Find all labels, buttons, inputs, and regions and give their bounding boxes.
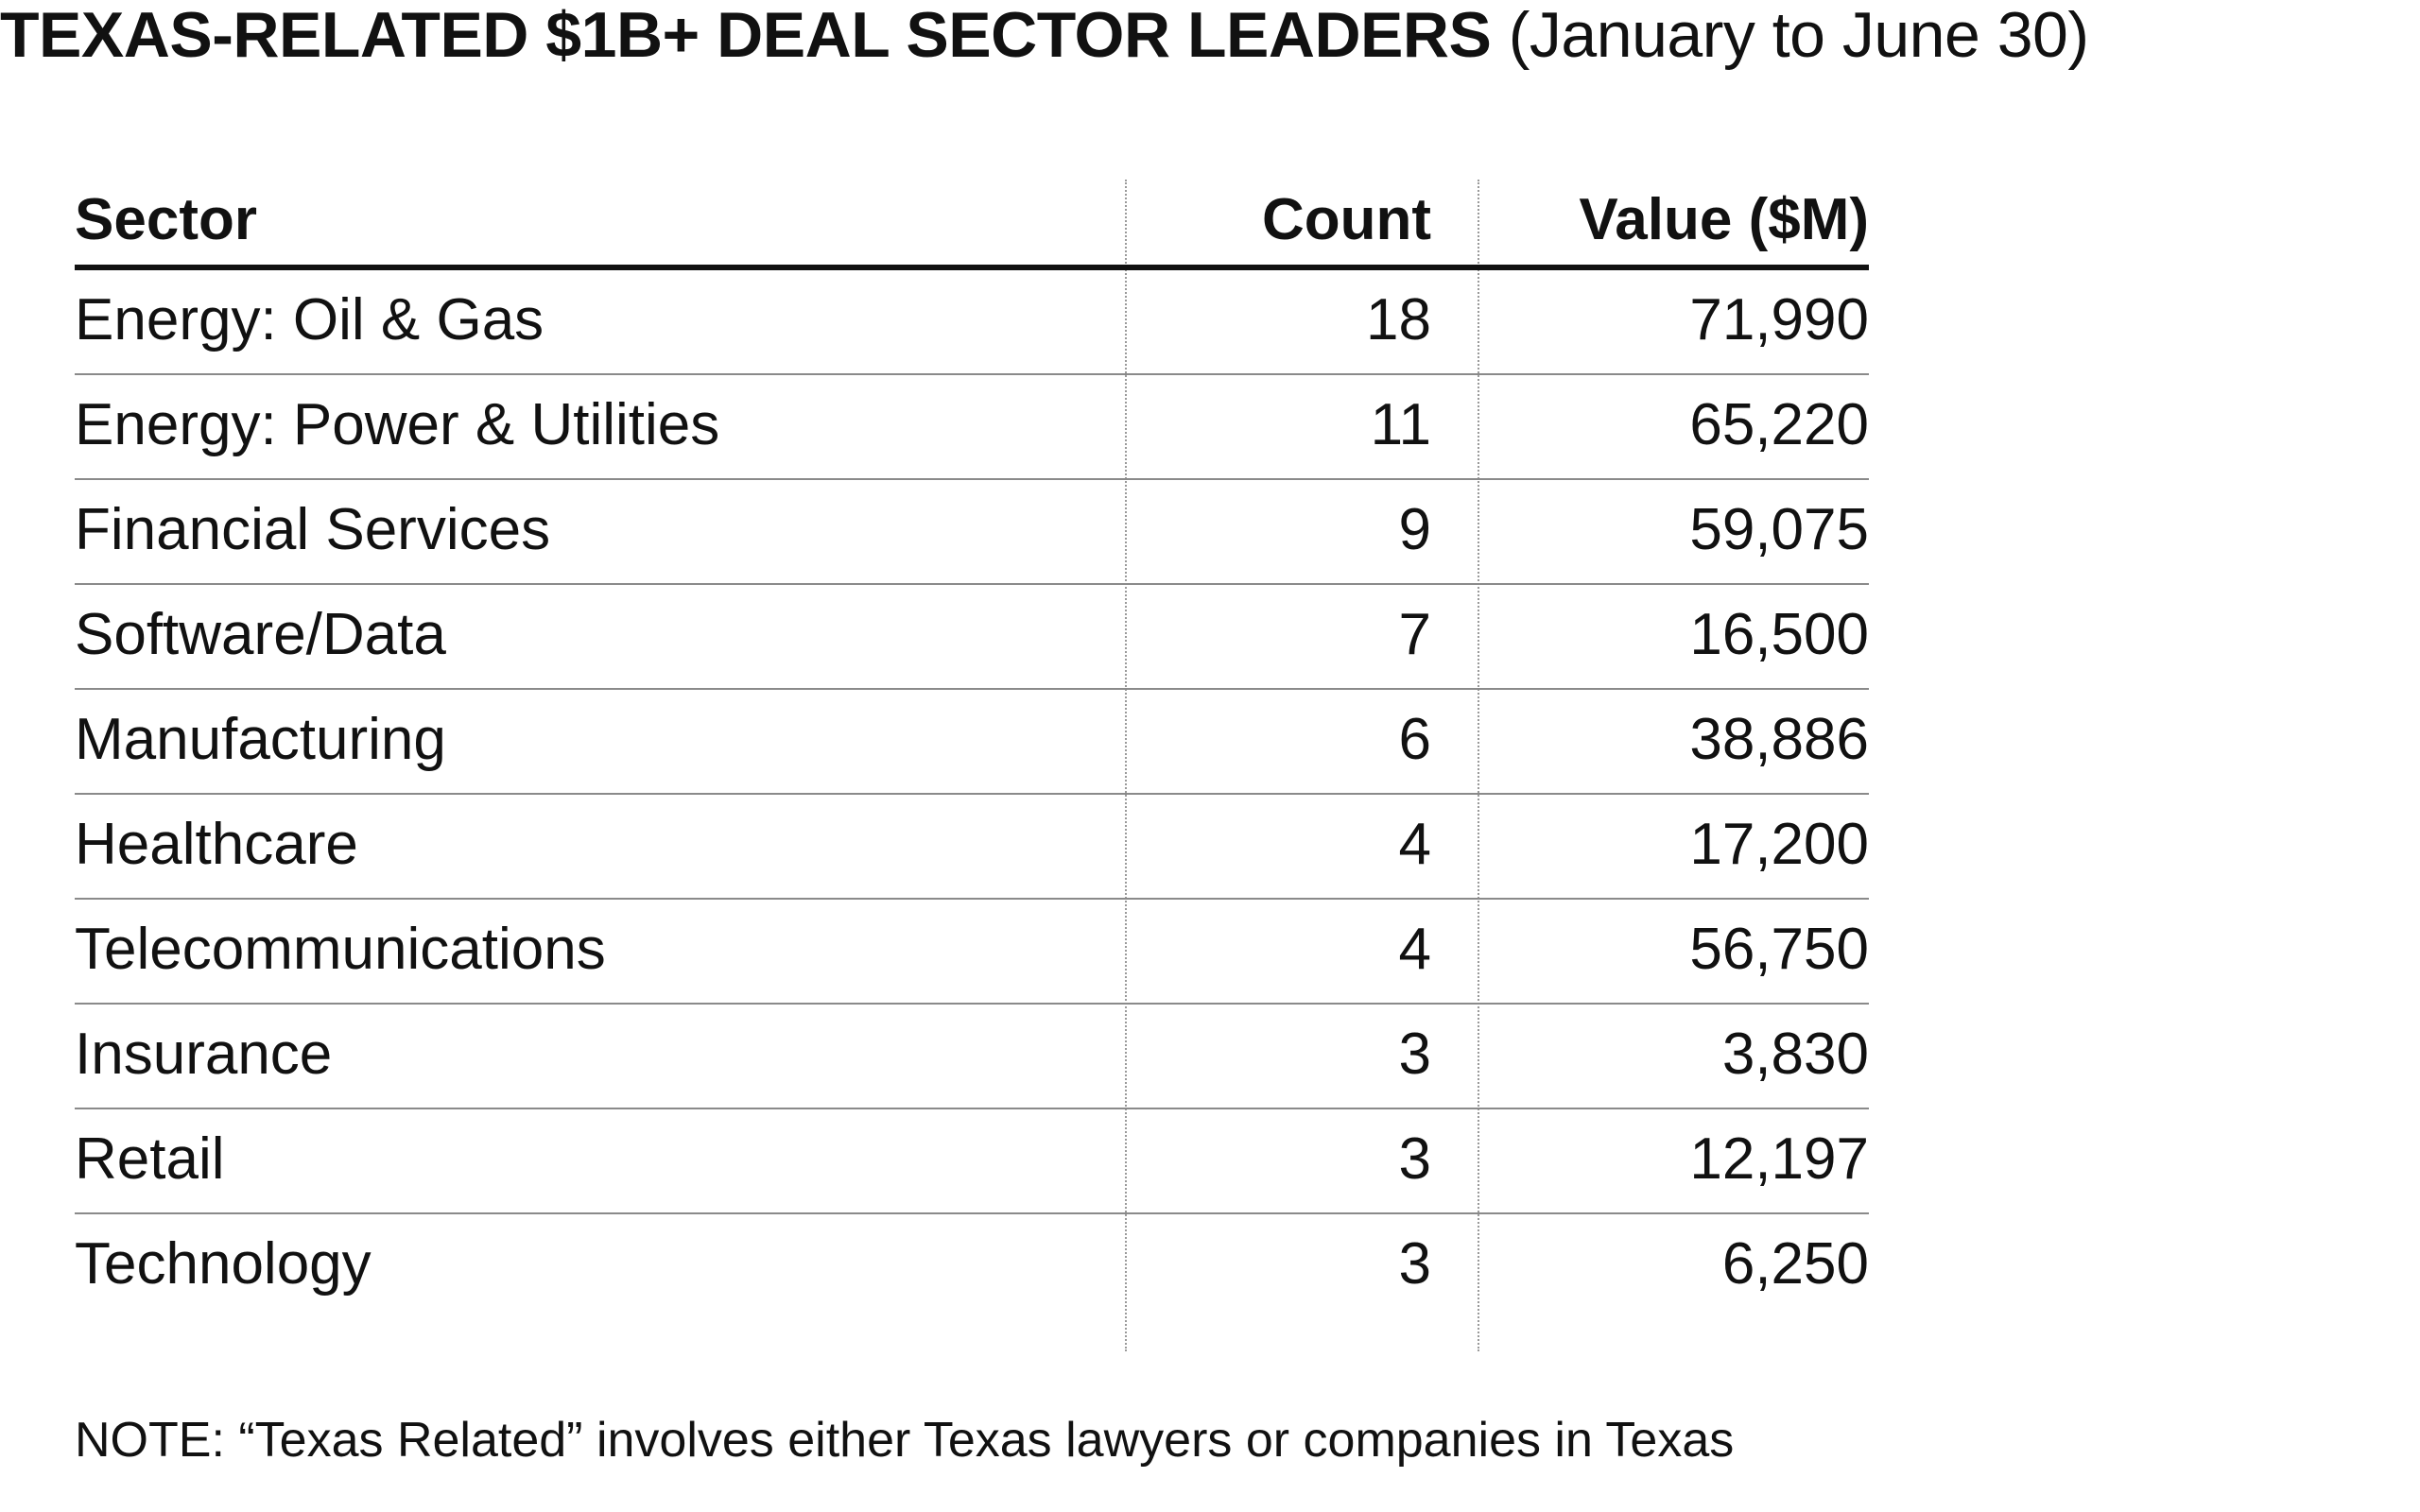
- table-row: Manufacturing 6 38,886: [75, 690, 1869, 795]
- cell-count: 9: [1398, 497, 1431, 562]
- cell-value: 3,830: [1721, 1022, 1869, 1087]
- table-row: Healthcare 4 17,200: [75, 795, 1869, 900]
- header-value: Value ($M): [1579, 187, 1869, 252]
- table-row: Energy: Oil & Gas 18 71,990: [75, 270, 1869, 375]
- cell-value: 12,197: [1689, 1126, 1869, 1192]
- cell-count: 3: [1398, 1126, 1431, 1192]
- cell-count: 3: [1398, 1022, 1431, 1087]
- cell-count: 4: [1398, 812, 1431, 877]
- cell-count: 7: [1398, 602, 1431, 667]
- page-title: TEXAS-RELATED $1B+ DEAL SECTOR LEADERS (…: [0, 0, 2089, 71]
- footnote: NOTE: “Texas Related” involves either Te…: [75, 1413, 1735, 1468]
- table-row: Technology 3 6,250: [75, 1214, 1869, 1319]
- cell-count: 4: [1398, 917, 1431, 982]
- cell-value: 17,200: [1689, 812, 1869, 877]
- sector-table: Sector Count Value ($M) Energy: Oil & Ga…: [75, 180, 1869, 1351]
- table-row: Retail 3 12,197: [75, 1109, 1869, 1214]
- cell-sector: Healthcare: [75, 812, 358, 877]
- table-row: Insurance 3 3,830: [75, 1005, 1869, 1109]
- cell-sector: Software/Data: [75, 602, 446, 667]
- header-count: Count: [1261, 187, 1431, 252]
- cell-count: 11: [1370, 392, 1431, 457]
- cell-sector: Retail: [75, 1126, 225, 1192]
- cell-sector: Energy: Power & Utilities: [75, 392, 720, 457]
- cell-sector: Energy: Oil & Gas: [75, 287, 544, 352]
- table-row: Software/Data 7 16,500: [75, 585, 1869, 690]
- cell-value: 6,250: [1721, 1231, 1869, 1297]
- cell-value: 16,500: [1689, 602, 1869, 667]
- cell-count: 3: [1398, 1231, 1431, 1297]
- header-sector: Sector: [75, 187, 257, 252]
- table-row: Telecommunications 4 56,750: [75, 900, 1869, 1005]
- cell-value: 65,220: [1689, 392, 1869, 457]
- cell-value: 56,750: [1689, 917, 1869, 982]
- cell-sector: Manufacturing: [75, 707, 446, 772]
- cell-sector: Telecommunications: [75, 917, 606, 982]
- table-header: Sector Count Value ($M): [75, 180, 1869, 270]
- cell-value: 59,075: [1689, 497, 1869, 562]
- cell-sector: Insurance: [75, 1022, 333, 1087]
- cell-sector: Financial Services: [75, 497, 551, 562]
- cell-value: 38,886: [1689, 707, 1869, 772]
- cell-count: 18: [1366, 287, 1431, 352]
- table-row: Energy: Power & Utilities 11 65,220: [75, 375, 1869, 480]
- cell-count: 6: [1398, 707, 1431, 772]
- column-divider: [1478, 180, 1479, 1351]
- title-subtitle: (January to June 30): [1508, 0, 2089, 71]
- cell-sector: Technology: [75, 1231, 372, 1297]
- title-main: TEXAS-RELATED $1B+ DEAL SECTOR LEADERS: [0, 0, 1492, 71]
- cell-value: 71,990: [1689, 287, 1869, 352]
- column-divider: [1125, 180, 1127, 1351]
- table-row: Financial Services 9 59,075: [75, 480, 1869, 585]
